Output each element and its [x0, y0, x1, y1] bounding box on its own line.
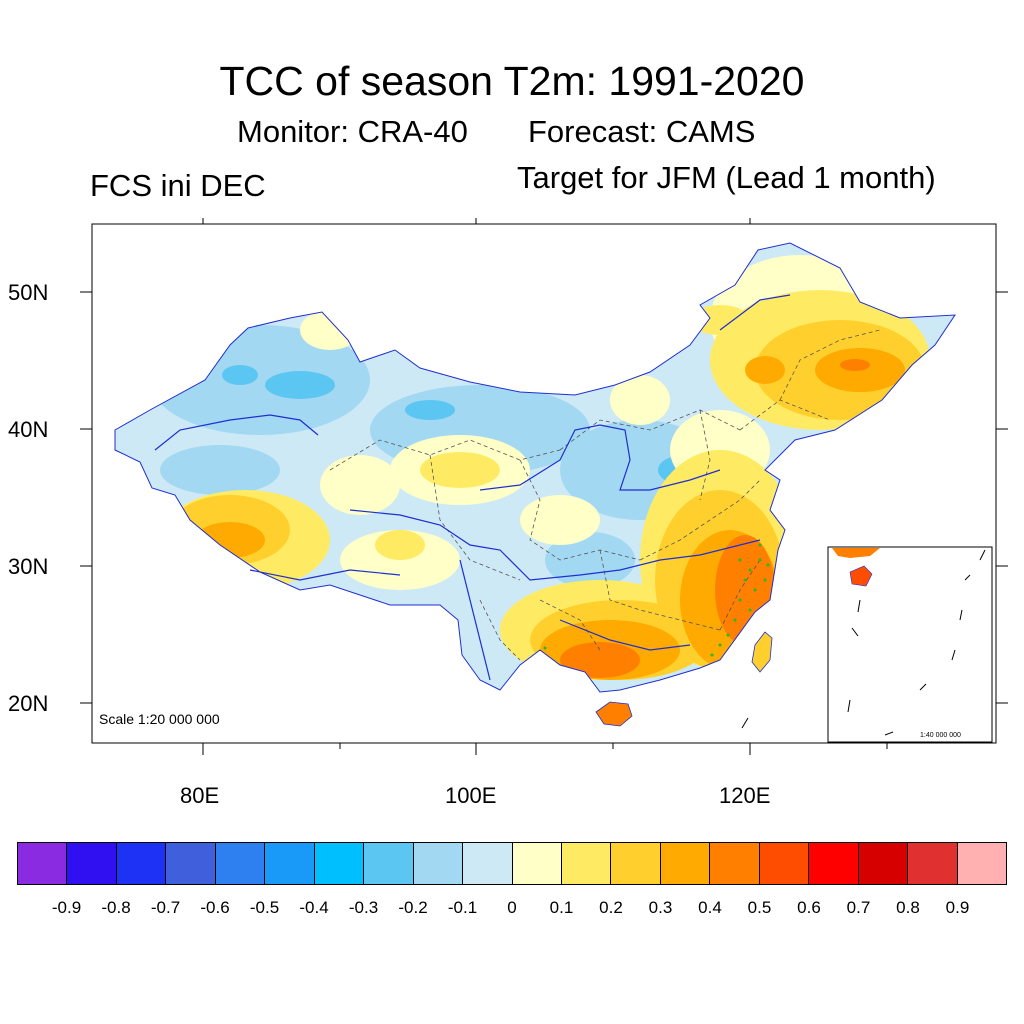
- hainan-island: [595, 701, 633, 727]
- colorbar-swatch: [611, 843, 661, 884]
- colorbar-tick-label: 0: [507, 898, 517, 917]
- lon-label-120e: 120E: [719, 783, 771, 808]
- forecast-label: Forecast: CAMS: [528, 114, 756, 149]
- colorbar-swatch: [413, 843, 464, 884]
- colorbar: [17, 842, 1007, 885]
- colorbar-tick-label: 0.6: [797, 898, 821, 917]
- rivers: [154, 294, 791, 681]
- colorbar-swatch: [116, 843, 167, 884]
- colorbar-swatch: [364, 843, 414, 884]
- inset-coast: [832, 548, 880, 558]
- colorbar-tick-label: -0.6: [200, 898, 230, 917]
- inset-hainan: [849, 565, 873, 587]
- colorbar-tick-label: -0.4: [299, 898, 329, 917]
- colorbar-swatch: [710, 843, 760, 884]
- colorbar-tick-label: 0.3: [648, 898, 673, 917]
- init-label: FCS ini DEC: [90, 168, 266, 203]
- inset-dashes: [847, 549, 986, 736]
- south-sea-dash: [741, 717, 749, 729]
- colorbar-tick-label: 0.7: [846, 898, 871, 917]
- colorbar-tick-label: 0.2: [599, 898, 623, 917]
- inset-scale-label: 1:40 000 000: [920, 732, 961, 739]
- colorbar-swatch: [809, 843, 859, 884]
- lat-label-30n: 30N: [8, 554, 49, 579]
- colorbar-swatch: [215, 843, 266, 884]
- colorbar-swatch: [314, 843, 365, 884]
- colorbar-swatch: [561, 843, 612, 884]
- colorbar-tick-label: 0.1: [549, 898, 574, 917]
- colorbar-swatch: [18, 843, 68, 884]
- china-border: [114, 242, 956, 693]
- colorbar-swatch: [660, 843, 711, 884]
- colorbar-tick-label: 0.8: [896, 898, 920, 917]
- lat-label-20n: 20N: [8, 691, 49, 716]
- colorbar-swatch: [166, 843, 216, 884]
- colorbar-tick-label: -0.7: [150, 898, 181, 917]
- colorbar-swatch: [265, 843, 315, 884]
- taiwan-island: [751, 631, 773, 673]
- lon-label-100e: 100E: [445, 783, 497, 808]
- target-label: Target for JFM (Lead 1 month): [517, 160, 936, 195]
- colorbar-tick-label: 0.5: [747, 898, 772, 917]
- province-borders: [329, 329, 881, 661]
- lat-label-50n: 50N: [8, 280, 49, 305]
- colorbar-swatch: [957, 843, 1007, 884]
- monitor-label: Monitor: CRA-40: [237, 114, 468, 149]
- colorbar-swatch: [858, 843, 909, 884]
- colorbar-tick-label: -0.9: [51, 898, 82, 917]
- colorbar-tick-label: 0.4: [698, 898, 722, 917]
- significance-dots: [543, 543, 770, 657]
- colorbar-tick-label: -0.2: [398, 898, 428, 917]
- colorbar-swatch: [759, 843, 810, 884]
- colorbar-tick-label: -0.8: [101, 898, 131, 917]
- lon-label-80e: 80E: [180, 783, 220, 808]
- lat-label-40n: 40N: [8, 417, 49, 442]
- axis-ticks: [80, 218, 1008, 755]
- colorbar-swatch: [67, 843, 117, 884]
- colorbar-swatch: [463, 843, 513, 884]
- scale-label: Scale 1:20 000 000: [99, 711, 220, 727]
- colorbar-swatch: [908, 843, 958, 884]
- colorbar-tick-label: -0.1: [447, 898, 478, 917]
- colorbar-tick-label: -0.3: [348, 898, 379, 917]
- colorbar-tick-label: 0.9: [945, 898, 970, 917]
- plot-title: TCC of season T2m: 1991-2020: [219, 58, 805, 104]
- colorbar-swatch: [512, 843, 562, 884]
- colorbar-tick-label: -0.5: [249, 898, 280, 917]
